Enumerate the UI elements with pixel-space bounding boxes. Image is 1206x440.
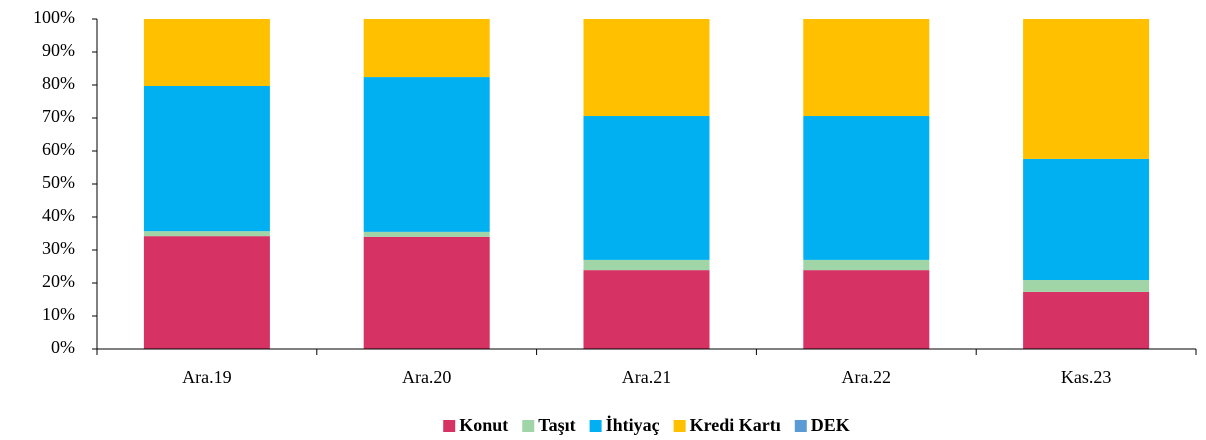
y-tick-label: 10% — [42, 304, 75, 324]
y-tick-label: 20% — [42, 271, 75, 291]
y-tick-label: 30% — [42, 238, 75, 258]
x-tick-label: Ara.19 — [182, 367, 231, 387]
y-tick-label: 80% — [42, 73, 75, 93]
bar-segment — [583, 270, 710, 349]
bar-segment — [803, 270, 930, 349]
bar-segment — [143, 236, 270, 349]
legend-label: DEK — [811, 415, 850, 435]
legend-swatch — [589, 420, 602, 432]
y-tick-label: 90% — [42, 40, 75, 60]
x-tick-label: Ara.21 — [622, 367, 671, 387]
y-tick-label: 70% — [42, 106, 75, 126]
x-tick-label: Kas.23 — [1061, 367, 1112, 387]
bar-segment — [583, 116, 710, 260]
legend-label: Konut — [459, 415, 508, 435]
bar-segment — [363, 77, 490, 232]
bar-segment — [363, 19, 490, 78]
legend-label: Kredi Kartı — [690, 415, 781, 435]
y-tick-label: 100% — [33, 7, 75, 27]
y-tick-label: 60% — [42, 139, 75, 159]
bar-segment — [143, 85, 270, 232]
bar-segment — [1023, 158, 1150, 281]
x-tick-label: Ara.22 — [842, 367, 891, 387]
bar-segment — [143, 19, 270, 86]
legend-swatch — [443, 420, 456, 432]
bar-segment — [363, 231, 490, 237]
bar-segment — [803, 19, 930, 117]
bar-segment — [803, 259, 930, 271]
y-tick-label: 50% — [42, 172, 75, 192]
bar-segment — [803, 116, 930, 260]
y-tick-label: 40% — [42, 205, 75, 225]
bar-segment — [1023, 280, 1150, 292]
y-tick-label: 0% — [51, 337, 75, 357]
legend-label: Taşıt — [538, 415, 575, 435]
bar-segment — [583, 19, 710, 117]
legend-swatch — [794, 420, 807, 432]
legend-label: İhtiyaç — [606, 415, 660, 435]
legend-swatch — [522, 420, 535, 432]
x-tick-label: Ara.20 — [402, 367, 451, 387]
bar-segment — [143, 231, 270, 237]
bar-segment — [583, 259, 710, 271]
bar-segment — [1023, 291, 1150, 349]
bar-segment — [1023, 19, 1150, 159]
legend-swatch — [673, 420, 686, 432]
bar-segment — [363, 236, 490, 349]
